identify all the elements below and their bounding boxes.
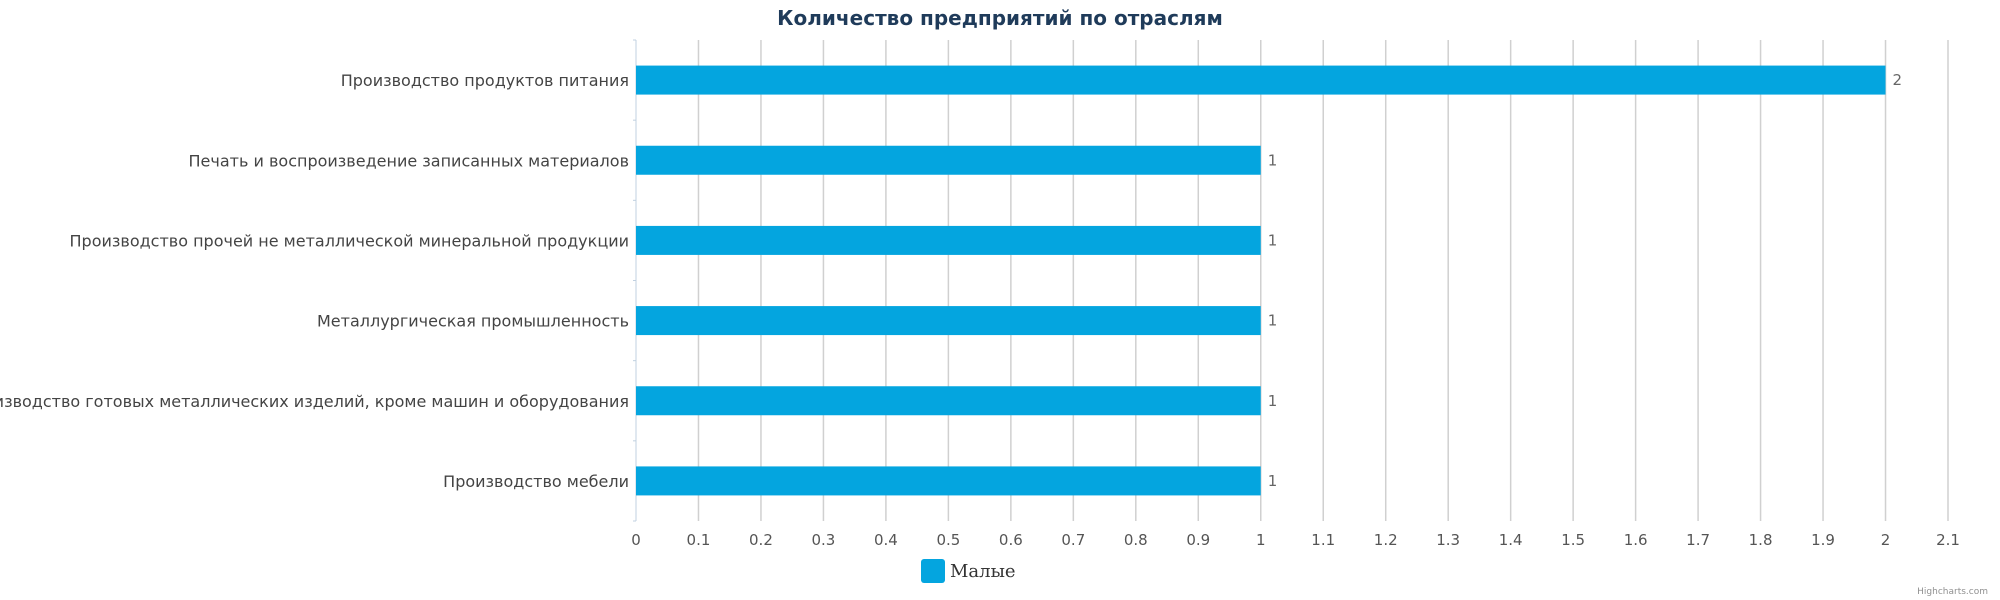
bar[interactable] (636, 145, 1261, 175)
x-tick-label: 0.3 (811, 531, 835, 549)
x-tick-label: 0.2 (749, 531, 773, 549)
bars (636, 65, 1886, 496)
category-label: Производство готовых металлических издел… (0, 392, 629, 411)
x-tick-label: 0.5 (936, 531, 960, 549)
data-labels: 2 1 1 1 1 1 (1268, 71, 1902, 490)
bar[interactable] (636, 386, 1261, 416)
bar[interactable] (636, 225, 1261, 255)
legend-label-small[interactable]: Малые (950, 561, 1016, 582)
data-label: 1 (1268, 392, 1278, 410)
grid-lines (697, 40, 1949, 521)
credits-link[interactable]: Highcharts.com (1917, 587, 1988, 597)
category-labels: Производство продуктов питания Печать и в… (0, 71, 629, 491)
x-tick-label: 1.5 (1561, 531, 1585, 549)
legend[interactable]: Малые (921, 559, 1016, 583)
category-label: Производство прочей не металлической мин… (70, 231, 630, 250)
data-label: 1 (1268, 151, 1278, 169)
bar[interactable] (636, 306, 1261, 336)
category-label: Производство мебели (443, 472, 629, 491)
x-tick-label: 1.4 (1499, 531, 1523, 549)
category-label: Печать и воспроизведение записанных мате… (189, 151, 629, 170)
data-label: 1 (1268, 472, 1278, 490)
x-tick-label: 0.6 (999, 531, 1023, 549)
x-tick-label: 1.3 (1436, 531, 1460, 549)
bar[interactable] (636, 65, 1886, 95)
x-tick-label: 0.8 (1124, 531, 1148, 549)
x-tick-label: 1 (1256, 531, 1266, 549)
x-tick-labels: 0 0.1 0.2 0.3 0.4 0.5 0.6 0.7 0.8 0.9 1 1.1 1.2 1.3 1.… (631, 531, 1960, 549)
x-tick-label: 2.1 (1936, 531, 1960, 549)
category-label: Производство продуктов питания (341, 71, 629, 90)
x-tick-label: 1.1 (1311, 531, 1335, 549)
y-axis (633, 39, 637, 522)
chart-title: Количество предприятий по отраслям (777, 6, 1223, 30)
bar[interactable] (636, 466, 1261, 496)
x-tick-label: 0.4 (874, 531, 898, 549)
x-tick-label: 0.7 (1061, 531, 1085, 549)
x-tick-label: 0 (631, 531, 641, 549)
data-label: 1 (1268, 312, 1278, 330)
category-label: Металлургическая промышленность (317, 312, 629, 331)
x-tick-label: 1.7 (1686, 531, 1710, 549)
x-tick-label: 2 (1881, 531, 1891, 549)
data-label: 1 (1268, 231, 1278, 249)
data-label: 2 (1893, 71, 1903, 89)
x-tick-label: 1.9 (1811, 531, 1835, 549)
x-tick-label: 1.6 (1624, 531, 1648, 549)
x-tick-label: 0.1 (687, 531, 711, 549)
x-tick-label: 1.8 (1749, 531, 1773, 549)
x-tick-label: 0.9 (1186, 531, 1210, 549)
legend-swatch[interactable] (921, 559, 945, 583)
x-tick-label: 1.2 (1374, 531, 1398, 549)
